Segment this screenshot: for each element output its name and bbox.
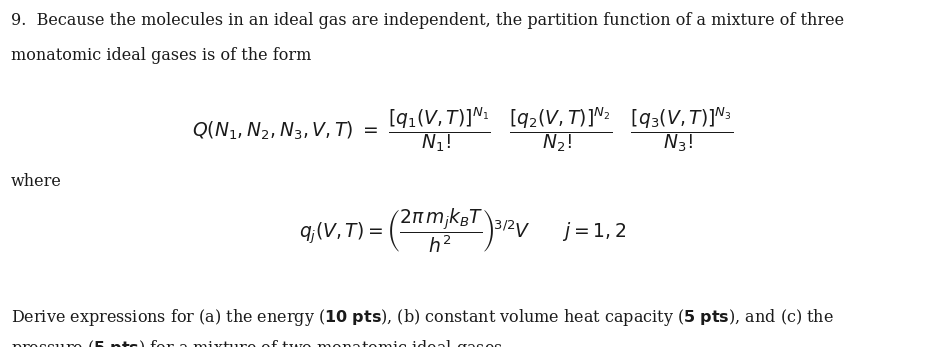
Text: pressure ($\mathbf{5\ pts}$) for a mixture of two monatomic ideal gases.: pressure ($\mathbf{5\ pts}$) for a mixtu… bbox=[11, 338, 508, 347]
Text: 9.  Because the molecules in an ideal gas are independent, the partition functio: 9. Because the molecules in an ideal gas… bbox=[11, 12, 845, 29]
Text: where: where bbox=[11, 174, 62, 191]
Text: Derive expressions for (a) the energy ($\mathbf{10\ pts}$), (b) constant volume : Derive expressions for (a) the energy ($… bbox=[11, 307, 834, 328]
Text: monatomic ideal gases is of the form: monatomic ideal gases is of the form bbox=[11, 47, 312, 64]
Text: $Q(N_1,N_2,N_3,V,T) \ = \ \dfrac{[q_1(V,T)]^{N_1}}{N_1!} \quad \dfrac{[q_2(V,T)]: $Q(N_1,N_2,N_3,V,T) \ = \ \dfrac{[q_1(V,… bbox=[191, 106, 734, 154]
Text: $q_j(V,T) = \left(\dfrac{2\pi \, m_j k_B T}{h^2}\right)^{\!3/2} V \qquad j = 1,2: $q_j(V,T) = \left(\dfrac{2\pi \, m_j k_B… bbox=[299, 206, 626, 255]
